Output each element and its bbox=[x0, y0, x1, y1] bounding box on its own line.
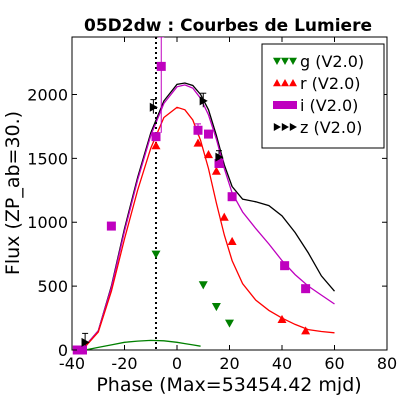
data-point bbox=[81, 337, 90, 347]
data-point bbox=[193, 125, 203, 135]
y-axis: 0 500 1000 1500 2000 bbox=[27, 85, 387, 360]
y-tick-label: 1000 bbox=[27, 213, 68, 232]
x-tick-label: -40 bbox=[59, 354, 85, 373]
y-tick-label: 1500 bbox=[27, 149, 68, 168]
x-tick-label: 40 bbox=[272, 354, 292, 373]
legend-marker bbox=[273, 123, 281, 131]
data-point bbox=[211, 302, 221, 312]
x-tick-label: -20 bbox=[111, 354, 137, 373]
y-tick-label: 500 bbox=[37, 277, 68, 296]
legend-marker bbox=[281, 79, 289, 87]
data-point bbox=[151, 250, 161, 259]
data-point bbox=[151, 141, 161, 150]
data-point bbox=[225, 319, 234, 328]
y-axis-label: Flux (ZP_ab=30.) bbox=[2, 111, 24, 275]
data-point bbox=[199, 96, 208, 106]
x-axis: -40 -20 0 20 40 60 80 bbox=[59, 37, 397, 373]
data-point bbox=[78, 345, 87, 355]
legend-label: r (V2.0) bbox=[300, 74, 361, 93]
data-point bbox=[151, 132, 161, 142]
data-point bbox=[301, 326, 311, 335]
data-points bbox=[72, 61, 311, 355]
legend-marker bbox=[289, 57, 297, 65]
data-point bbox=[193, 138, 203, 147]
data-point bbox=[72, 345, 82, 355]
legend-marker bbox=[273, 57, 281, 65]
data-point bbox=[211, 166, 221, 175]
x-tick-label: 0 bbox=[172, 354, 182, 373]
data-point bbox=[204, 150, 213, 159]
chart-title: 05D2dw : Courbes de Lumiere bbox=[84, 16, 372, 36]
data-point bbox=[280, 261, 290, 271]
x-tick-label: 60 bbox=[324, 354, 344, 373]
legend-label: g (V2.0) bbox=[300, 52, 364, 71]
y-tick-label: 2000 bbox=[27, 85, 68, 104]
data-point bbox=[156, 61, 166, 71]
data-point bbox=[204, 129, 213, 139]
data-point bbox=[227, 192, 237, 202]
data-point bbox=[219, 212, 229, 221]
legend-marker bbox=[273, 79, 281, 87]
legend-marker bbox=[281, 101, 289, 109]
data-point bbox=[198, 281, 208, 290]
data-point bbox=[227, 236, 237, 246]
data-point bbox=[215, 152, 224, 162]
legend-marker bbox=[289, 101, 297, 109]
legend-label: i (V2.0) bbox=[300, 96, 358, 115]
data-point bbox=[214, 158, 224, 168]
data-point bbox=[301, 284, 311, 294]
x-tick-label: 20 bbox=[219, 354, 239, 373]
model-curve bbox=[84, 339, 201, 350]
legend-marker bbox=[273, 101, 281, 109]
legend-marker bbox=[281, 57, 289, 65]
legend-marker bbox=[289, 79, 297, 87]
data-point bbox=[149, 102, 158, 112]
data-point bbox=[277, 314, 287, 323]
legend-label: z (V2.0) bbox=[300, 118, 362, 137]
y-tick-label: 0 bbox=[58, 341, 68, 360]
x-axis-label: Phase (Max=53454.42 mjd) bbox=[96, 374, 361, 396]
legend-marker bbox=[289, 123, 297, 131]
legend: g (V2.0) r (V2.0) i (V2.0) z (V2.0) bbox=[261, 43, 385, 149]
data-point bbox=[106, 221, 116, 231]
legend-marker bbox=[281, 123, 289, 131]
x-tick-label: 80 bbox=[377, 354, 397, 373]
